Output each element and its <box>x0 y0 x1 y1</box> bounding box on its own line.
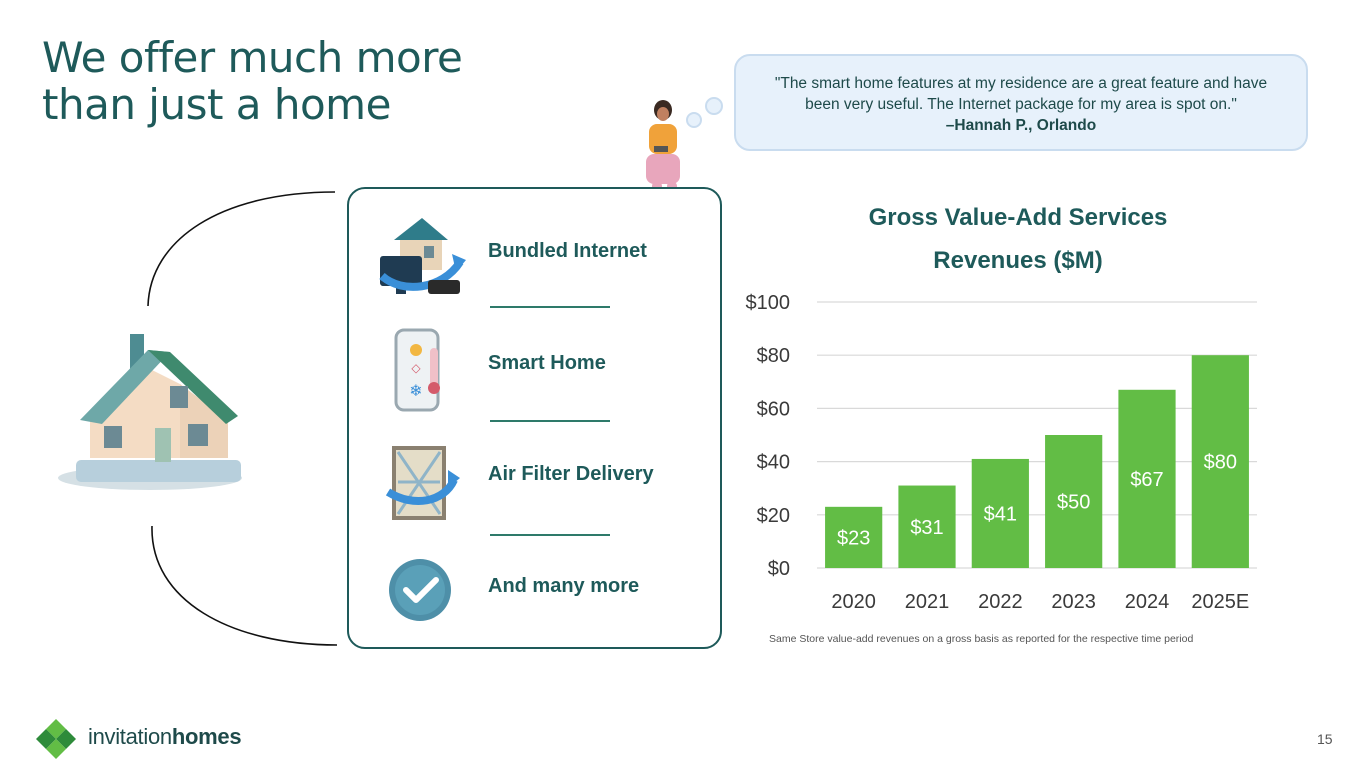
service-label-bundled-internet: Bundled Internet <box>488 240 647 262</box>
revenue-bar-chart: $0 $20 $40 $60 $80 $100 $23 2020 $31 2021 $41 2022 $… <box>746 292 1257 613</box>
page-title: We offer much more than just a home <box>42 33 463 129</box>
y-tick-label: $100 <box>746 292 791 314</box>
bar <box>1118 389 1176 568</box>
x-tick-label: 2023 <box>1051 591 1096 613</box>
chart-title: Gross Value-Add Services Revenues ($M) <box>818 196 1218 282</box>
bar <box>971 458 1029 568</box>
chart-title-line-1: Gross Value-Add Services <box>868 204 1168 231</box>
thought-bubble-small <box>686 112 702 128</box>
svg-text:❄: ❄ <box>409 381 422 400</box>
bar-data-label: $67 <box>1130 469 1163 491</box>
chart-footnote: Same Store value-add revenues on a gross… <box>769 633 1194 645</box>
bar-data-label: $23 <box>837 527 870 549</box>
x-tick-label: 2021 <box>905 591 950 613</box>
smart-thermostat-phone-icon: ◇ ❄ <box>394 328 440 412</box>
brand-wordmark: invitationhomes <box>88 724 242 750</box>
bar <box>825 506 883 568</box>
invitation-homes-logo-icon <box>36 719 76 759</box>
bar <box>1191 355 1249 568</box>
bar-data-label: $41 <box>984 503 1017 525</box>
page-number: 15 <box>1317 731 1333 747</box>
y-tick-label: $20 <box>757 505 790 527</box>
x-tick-label: 2024 <box>1125 591 1170 613</box>
quote-author: –Hannah P., Orlando <box>945 117 1097 134</box>
bar-data-label: $80 <box>1204 452 1237 474</box>
bar <box>898 485 956 568</box>
air-filter-icon <box>385 446 460 520</box>
y-tick-label: $60 <box>757 398 790 420</box>
bar-data-label: $50 <box>1057 492 1090 514</box>
testimonial-quote: "The smart home features at my residence… <box>734 54 1308 151</box>
service-label-smart-home: Smart Home <box>488 352 606 374</box>
house-router-icon <box>379 218 466 294</box>
checkmark-badge-icon <box>389 559 451 621</box>
service-divider <box>490 534 610 536</box>
bar-data-label: $31 <box>910 517 943 539</box>
quote-text: "The smart home features at my residence… <box>774 75 1268 113</box>
bar <box>1045 435 1103 568</box>
house-icon <box>58 334 242 490</box>
y-tick-label: $0 <box>768 558 790 580</box>
service-label-air-filter-delivery: Air Filter Delivery <box>488 463 654 485</box>
y-tick-label: $80 <box>757 345 790 367</box>
x-tick-label: 2025E <box>1191 591 1249 613</box>
service-divider <box>490 306 610 308</box>
y-tick-label: $40 <box>757 452 790 474</box>
thought-bubble-large <box>705 97 723 115</box>
svg-text:◇: ◇ <box>411 361 421 375</box>
x-tick-label: 2022 <box>978 591 1023 613</box>
service-divider <box>490 420 610 422</box>
service-label-and-many-more: And many more <box>488 575 640 597</box>
connector-arcs <box>147 191 338 646</box>
brand-name-part-2: homes <box>171 724 242 749</box>
x-tick-label: 2020 <box>831 591 876 613</box>
brand-name-part-1: invitation <box>88 724 172 749</box>
title-line-1: We offer much more <box>42 33 463 82</box>
chart-title-line-2: Revenues ($M) <box>933 247 1103 274</box>
title-line-2: than just a home <box>42 80 391 129</box>
